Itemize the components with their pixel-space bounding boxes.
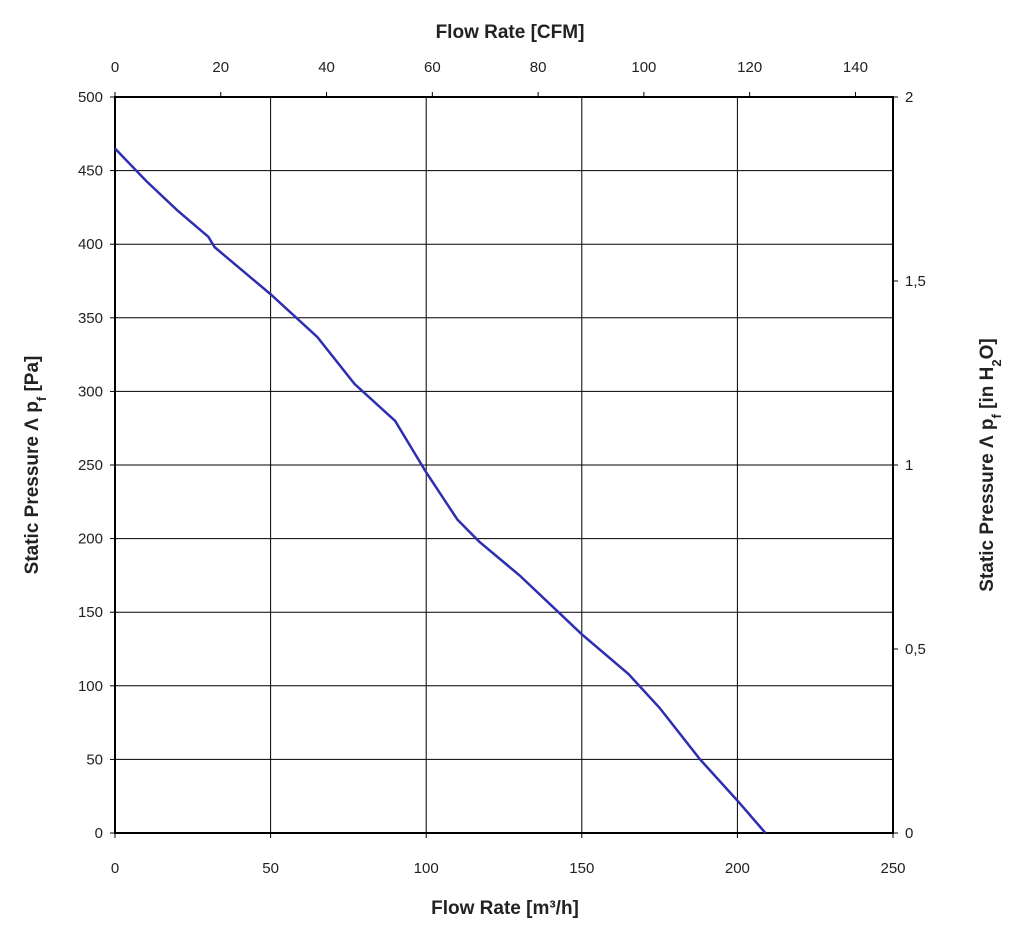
x2-tick-label: 120 <box>737 59 762 76</box>
y-tick-label: 450 <box>78 163 103 180</box>
y-label: Static Pressure Λ pf [Pa] <box>22 356 49 575</box>
y-tick-label: 200 <box>78 531 103 548</box>
y2-tick-label: 0 <box>905 825 913 842</box>
label-part: Static Pressure Λ p <box>977 418 998 591</box>
y-tick-label: 50 <box>86 751 103 768</box>
x2-label: Flow Rate [CFM] <box>436 22 585 43</box>
x-tick-label: 200 <box>725 860 750 877</box>
y2-label: Static Pressure Λ pf [in H2O] <box>977 338 1004 591</box>
x2-tick-label: 20 <box>212 59 229 76</box>
y-tick-label: 400 <box>78 236 103 253</box>
y2-tick-label: 1,5 <box>905 273 926 290</box>
x2-tick-label: 80 <box>530 59 547 76</box>
x-tick-label: 100 <box>414 860 439 877</box>
y2-tick-label: 0,5 <box>905 641 926 658</box>
label-part: O] <box>977 338 998 359</box>
y-tick-label: 300 <box>78 383 103 400</box>
y2-tick-label: 1 <box>905 457 913 474</box>
y-tick-label: 500 <box>78 89 103 106</box>
y2-tick-label: 2 <box>905 89 913 106</box>
label-part: f <box>989 413 1004 418</box>
x2-tick-label: 100 <box>631 59 656 76</box>
y-tick-label: 350 <box>78 310 103 327</box>
label-part: 2 <box>989 359 1004 366</box>
x-tick-label: 50 <box>262 860 279 877</box>
x-tick-label: 250 <box>880 860 905 877</box>
x-tick-label: 150 <box>569 860 594 877</box>
label-part: [in H <box>977 367 998 415</box>
y-tick-label: 100 <box>78 678 103 695</box>
data-line <box>114 147 767 834</box>
x-label: Flow Rate [m³/h] <box>431 898 579 919</box>
y-tick-label: 150 <box>78 604 103 621</box>
y-tick-label: 250 <box>78 457 103 474</box>
x2-tick-label: 140 <box>843 59 868 76</box>
x2-tick-label: 0 <box>111 59 119 76</box>
x-tick-label: 0 <box>111 860 119 877</box>
plot-frame <box>114 96 894 834</box>
label-part: f <box>34 396 49 401</box>
label-part: Static Pressure Λ p <box>22 401 43 574</box>
x2-tick-label: 60 <box>424 59 441 76</box>
y-tick-label: 0 <box>95 825 103 842</box>
x2-tick-label: 40 <box>318 59 335 76</box>
label-part: [Pa] <box>22 356 43 397</box>
